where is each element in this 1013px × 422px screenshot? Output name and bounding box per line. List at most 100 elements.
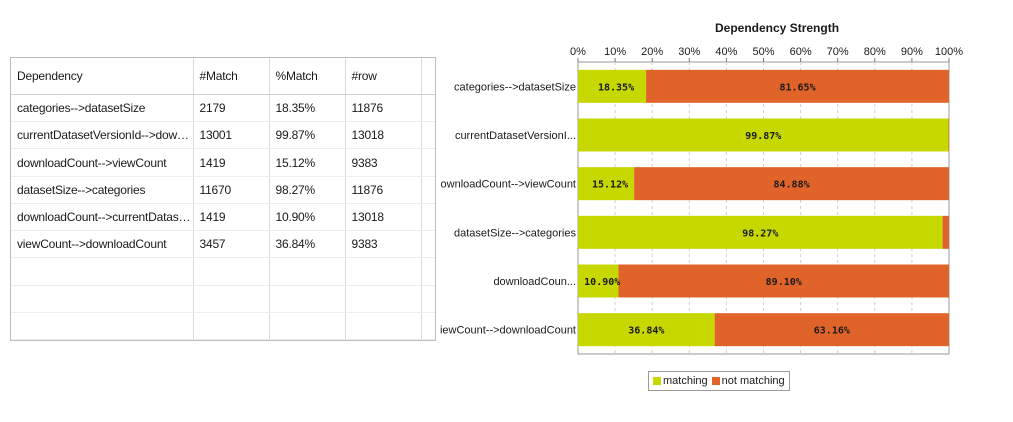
cell-empty — [421, 257, 435, 286]
bar-not-matching — [646, 69, 949, 103]
cell-empty — [11, 312, 194, 341]
cell-match-percent: 15.12% — [269, 148, 346, 177]
table-row[interactable]: currentDatasetVersionId-->downl... 13001 9… — [11, 121, 435, 150]
cell-filler — [421, 230, 435, 259]
legend-swatch-not-matching — [711, 377, 720, 385]
cell-filler — [421, 176, 435, 204]
cell-empty — [269, 285, 346, 313]
x-tick-label: 50% — [752, 46, 774, 58]
category-label: downloadCount-->viewCount — [440, 179, 576, 191]
legend-label-matching: matching — [663, 375, 708, 387]
data-label-not-matching: 81.65% — [779, 82, 815, 93]
cell-match-count: 13001 — [193, 121, 270, 150]
category-label: viewCount-->downloadCount — [440, 325, 576, 337]
cell-dependency: datasetSize-->categories — [11, 176, 194, 204]
data-label-not-matching: 84.88% — [773, 180, 809, 191]
x-tick-label: 60% — [790, 46, 812, 58]
cell-empty — [421, 285, 435, 313]
cell-dependency: downloadCount-->currentDataset... — [11, 203, 194, 232]
column-header-match-count[interactable]: #Match — [193, 58, 270, 95]
legend-item-not-matching: not matching — [711, 375, 785, 387]
cell-match-percent: 18.35% — [269, 94, 346, 123]
cell-row-count: 9383 — [345, 148, 422, 177]
cell-empty — [11, 257, 194, 286]
cell-row-count: 11876 — [345, 176, 422, 204]
category-label: datasetSize-->categories — [454, 227, 576, 239]
data-label-matching: 15.12% — [592, 180, 628, 191]
bar-not-matching — [942, 215, 949, 249]
cell-row-count: 13018 — [345, 121, 422, 150]
bar-matching — [578, 167, 635, 201]
cell-match-count: 2179 — [193, 94, 270, 123]
cell-empty — [193, 312, 270, 341]
x-tick-label: 100% — [935, 46, 963, 58]
cell-match-count: 1419 — [193, 148, 270, 177]
cell-empty — [345, 312, 422, 341]
column-header-filler — [421, 58, 435, 95]
x-tick-label: 40% — [715, 46, 737, 58]
dependency-table: Dependency #Match %Match #row categories… — [11, 58, 435, 341]
category-label: categories-->datasetSize — [454, 81, 576, 93]
cell-dependency: categories-->datasetSize — [11, 94, 194, 123]
table-header-row: Dependency #Match %Match #row — [11, 58, 435, 95]
bar-matching — [578, 313, 715, 347]
cell-match-count: 3457 — [193, 230, 270, 259]
table-row[interactable]: downloadCount-->currentDataset... 1419 10.… — [11, 203, 435, 232]
legend-item-matching: matching — [653, 375, 708, 387]
cell-empty — [11, 285, 194, 313]
cell-empty — [193, 257, 270, 286]
x-tick-label: 20% — [641, 46, 663, 58]
table-row[interactable]: viewCount-->downloadCount 3457 36.84% 9383 — [11, 230, 435, 259]
cell-empty — [269, 257, 346, 286]
data-label-not-matching: 63.16% — [814, 326, 850, 337]
dependency-table-panel: Dependency #Match %Match #row categories… — [10, 57, 436, 341]
cell-empty — [193, 285, 270, 313]
cell-match-percent: 10.90% — [269, 203, 346, 232]
category-label: currentDatasetVersionI... — [455, 130, 576, 142]
legend-swatch-matching — [653, 377, 661, 385]
data-label-not-matching: 89.10% — [766, 277, 802, 288]
dependency-strength-chart: 0% 10% 20% 30% 40% 50% 60% 70% 80% 90% 100% categor… — [440, 46, 963, 355]
bar-matching — [578, 264, 619, 298]
chart-legend: matching not matching — [648, 371, 790, 391]
x-tick-label: 80% — [864, 46, 886, 58]
cell-match-count: 1419 — [193, 203, 270, 232]
cell-dependency: viewCount-->downloadCount — [11, 230, 194, 259]
table-row-empty — [11, 312, 435, 341]
x-tick-label: 10% — [604, 46, 626, 58]
x-tick-label: 30% — [678, 46, 700, 58]
cell-empty — [345, 257, 422, 286]
x-tick-label: 0% — [570, 46, 586, 58]
data-label-matching: 98.27% — [742, 228, 778, 239]
cell-match-percent: 98.27% — [269, 176, 346, 204]
table-row-empty — [11, 257, 435, 286]
category-label: downloadCoun... — [493, 276, 576, 288]
table-row-empty — [11, 285, 435, 313]
cell-filler — [421, 203, 435, 232]
table-row[interactable]: categories-->datasetSize 2179 18.35% 11876 — [11, 94, 435, 123]
data-label-matching: 10.90% — [584, 277, 620, 288]
column-header-row-count[interactable]: #row — [345, 58, 422, 95]
column-header-dependency[interactable]: Dependency — [11, 58, 194, 95]
chart-title: Dependency Strength — [715, 21, 840, 35]
cell-dependency: downloadCount-->viewCount — [11, 148, 194, 177]
cell-row-count: 9383 — [345, 230, 422, 259]
x-tick-label: 90% — [901, 46, 923, 58]
cell-filler — [421, 94, 435, 123]
cell-empty — [345, 285, 422, 313]
bar-matching — [578, 118, 949, 152]
cell-empty — [269, 312, 346, 341]
cell-dependency: currentDatasetVersionId-->downl... — [11, 121, 194, 150]
bar-matching — [578, 69, 647, 103]
column-header-match-percent[interactable]: %Match — [269, 58, 346, 95]
table-row[interactable]: datasetSize-->categories 11670 98.27% 11876 — [11, 176, 435, 204]
data-label-matching: 18.35% — [598, 82, 634, 93]
cell-match-percent: 99.87% — [269, 121, 346, 150]
x-tick-label: 70% — [827, 46, 849, 58]
bar-not-matching — [618, 264, 949, 298]
cell-filler — [421, 121, 435, 150]
cell-match-percent: 36.84% — [269, 230, 346, 259]
cell-row-count: 11876 — [345, 94, 422, 123]
cell-row-count: 13018 — [345, 203, 422, 232]
table-row[interactable]: downloadCount-->viewCount 1419 15.12% 9383 — [11, 148, 435, 177]
